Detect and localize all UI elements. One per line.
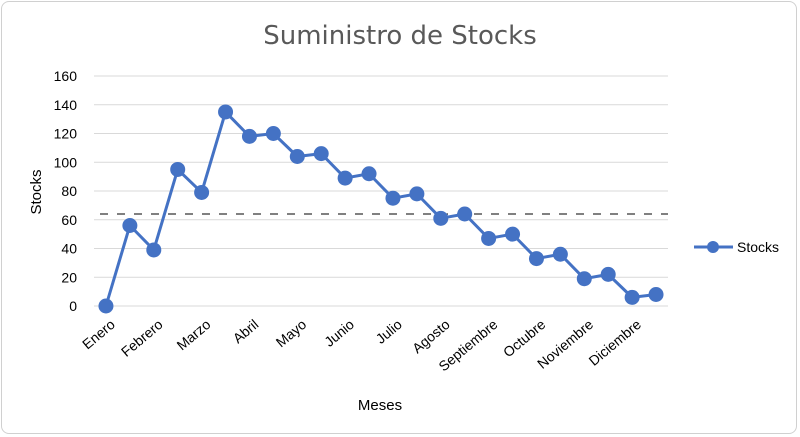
y-tick-label: 160 <box>54 68 78 84</box>
y-axis-title: Stocks <box>28 169 45 214</box>
y-tick-label: 140 <box>54 97 78 113</box>
y-tick-label: 60 <box>61 212 77 228</box>
legend-label: Stocks <box>737 239 779 255</box>
x-tick-label: Mayo <box>273 316 310 350</box>
data-point <box>409 186 425 202</box>
series-stocks <box>98 104 664 314</box>
legend: Stocks <box>694 239 779 255</box>
x-tick-label: Enero <box>79 316 118 352</box>
data-point <box>505 226 521 242</box>
x-tick-label: Marzo <box>173 316 213 353</box>
data-point <box>361 166 377 182</box>
data-point <box>600 266 616 282</box>
data-point <box>385 190 401 206</box>
data-point <box>457 206 473 222</box>
data-point <box>337 170 353 186</box>
data-point <box>122 218 138 233</box>
y-tick-label: 120 <box>54 126 78 142</box>
data-point <box>433 210 449 226</box>
x-tick-label: Diciembre <box>585 316 644 369</box>
x-tick-label: Junio <box>321 316 357 350</box>
y-tick-label: 80 <box>61 183 77 199</box>
data-point <box>528 251 544 267</box>
y-tick-label: 20 <box>61 269 77 285</box>
data-point <box>98 298 114 314</box>
data-point <box>218 104 234 120</box>
data-point <box>194 184 210 200</box>
x-tick-label: Abril <box>230 316 262 346</box>
legend-marker <box>707 241 719 253</box>
y-tick-label: 0 <box>69 298 77 314</box>
chart-title: Suministro de Stocks <box>263 21 537 51</box>
y-tick-label: 100 <box>54 154 78 170</box>
data-point <box>648 287 664 302</box>
gridlines <box>94 75 668 307</box>
x-axis-title: Meses <box>358 397 402 414</box>
data-point <box>576 271 592 287</box>
data-point <box>265 126 281 141</box>
data-point <box>170 161 186 177</box>
data-point <box>481 230 497 246</box>
x-tick-label: Agosto <box>409 316 453 356</box>
data-point <box>313 146 329 162</box>
data-point <box>289 149 305 164</box>
data-point <box>146 242 162 258</box>
x-tick-label: Febrero <box>118 316 166 360</box>
data-point <box>552 246 568 262</box>
y-tick-label: 40 <box>61 241 77 257</box>
x-tick-label: Julio <box>373 316 406 347</box>
data-point <box>241 128 257 144</box>
x-tick-labels: Enero Febrero Marzo Abril Mayo Junio Julio Agos… <box>79 316 644 374</box>
y-tick-labels: 0 20 40 60 80 100 120 140 160 <box>54 68 78 314</box>
data-point <box>624 289 640 305</box>
